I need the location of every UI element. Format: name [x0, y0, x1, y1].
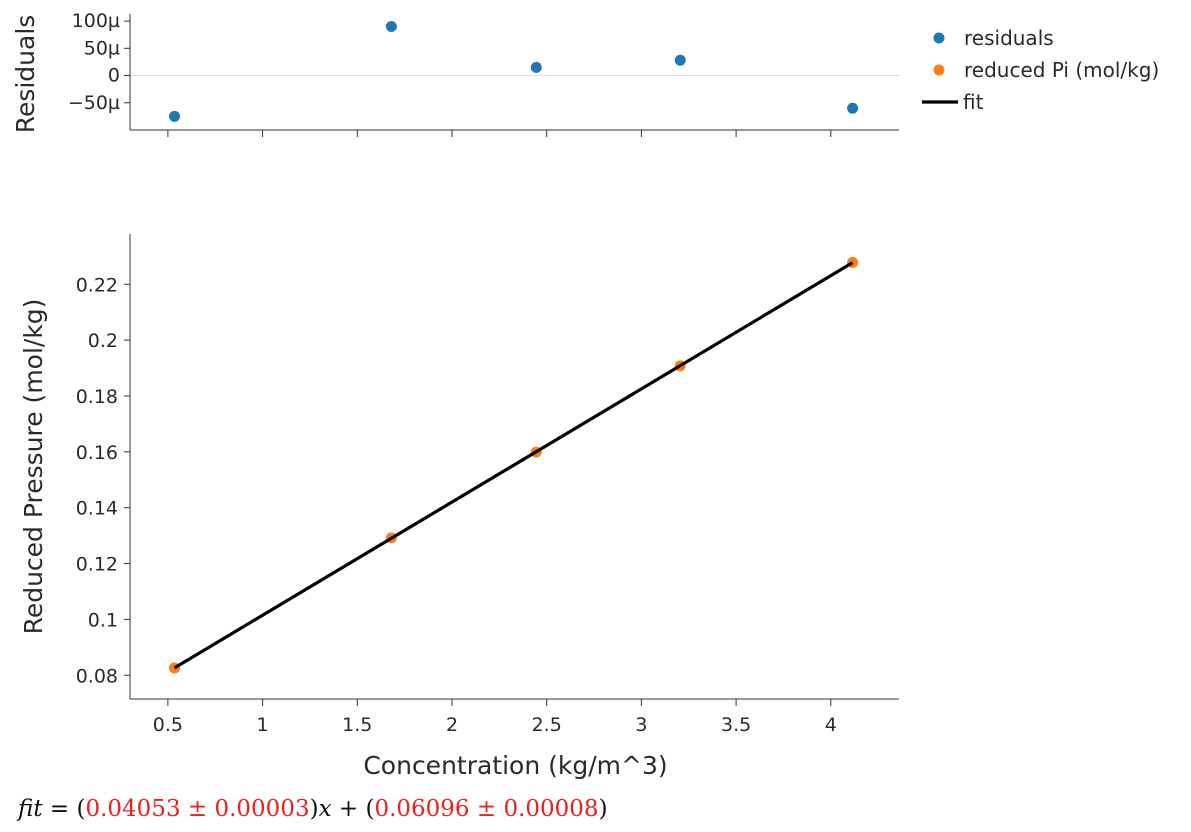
residual-point — [385, 21, 397, 33]
residuals-panel: −50µ 0 50µ 100µ — [68, 10, 899, 137]
x-tick-label: 2.5 — [532, 714, 562, 736]
x-tick-label: 2 — [446, 714, 458, 736]
fit-equation-end: ) — [598, 796, 608, 822]
legend-label: fit — [963, 90, 984, 114]
x-tick-label: 3 — [635, 714, 647, 736]
residual-point — [530, 61, 542, 73]
main-y-tick-label: 0.16 — [76, 442, 118, 464]
fit-equation: fit = (0.04053 ± 0.00003)x + (0.06096 ± … — [18, 796, 608, 822]
legend-marker — [933, 32, 945, 44]
x-tick-label: 1.5 — [342, 714, 372, 736]
main-y-axis-title: Reduced Pressure (mol/kg) — [19, 299, 48, 635]
fit-equation-mid: ) — [309, 796, 319, 822]
main-y-tick-label: 0.18 — [76, 386, 118, 408]
fit-intercept-value: 0.06096 ± 0.00008 — [374, 796, 599, 822]
x-tick-label: 1 — [257, 714, 269, 736]
main-y-tick-label: 0.2 — [88, 330, 118, 352]
legend-label: reduced Pi (mol/kg) — [964, 58, 1159, 82]
x-tick-label: 4 — [825, 714, 837, 736]
fit-equation-var: x — [318, 796, 332, 822]
legend-marker — [933, 64, 945, 76]
residuals-y-tick-label: 0 — [108, 65, 120, 87]
legend: residuals reduced Pi (mol/kg) fit — [922, 26, 1159, 114]
fit-equation-equals: = ( — [42, 796, 86, 822]
main-y-tick-label: 0.14 — [76, 498, 118, 520]
residuals-y-tick-label: 50µ — [84, 37, 120, 59]
fit-equation-plus: + ( — [331, 796, 375, 822]
residuals-y-tick-label: 100µ — [72, 10, 120, 32]
fit-slope-value: 0.04053 ± 0.00003 — [85, 796, 310, 822]
fit-line — [173, 261, 854, 670]
main-y-tick-label: 0.08 — [76, 665, 118, 687]
x-axis-title: Concentration (kg/m^3) — [363, 751, 667, 780]
fit-equation-lhs: fit — [18, 796, 43, 822]
main-y-tick-label: 0.12 — [76, 554, 118, 576]
residuals-y-axis-title: Residuals — [11, 15, 40, 134]
legend-label: residuals — [964, 26, 1054, 50]
x-tick-label: 3.5 — [721, 714, 751, 736]
main-y-tick-label: 0.1 — [88, 609, 118, 631]
main-panel: 0.08 0.1 0.12 0.14 0.16 0.18 0.2 0.22 0.5 1 1.5 2 2.… — [76, 234, 899, 736]
residuals-y-tick-label: −50µ — [68, 92, 120, 114]
x-tick-label: 0.5 — [153, 714, 183, 736]
main-y-tick-label: 0.22 — [76, 274, 118, 296]
residual-point — [847, 102, 859, 114]
residual-point — [674, 54, 686, 66]
residual-point — [169, 110, 181, 122]
